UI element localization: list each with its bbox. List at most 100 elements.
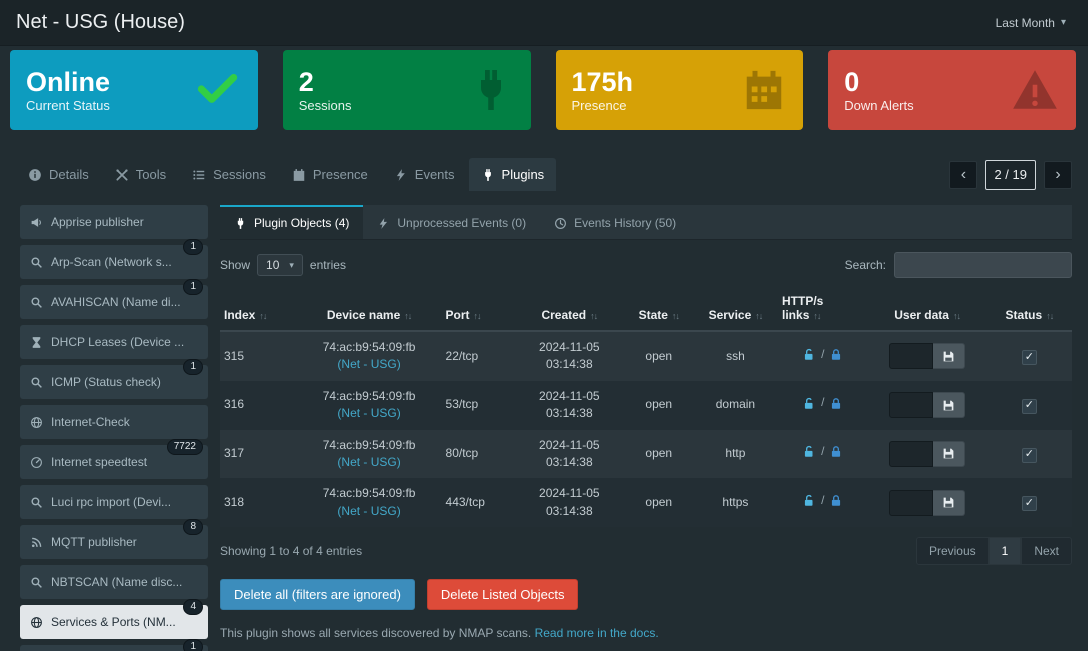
device-name: 74:ac:b9:54:09:fb [322, 340, 416, 354]
cell-status: ✓ [987, 430, 1072, 479]
unlock-icon[interactable] [802, 444, 816, 459]
device-link[interactable]: (Net - USG) [337, 406, 401, 421]
tab-tools[interactable]: Tools [103, 158, 178, 191]
page-size-select[interactable]: 10 ▾ [257, 254, 303, 276]
device-link[interactable]: (Net - USG) [337, 454, 401, 469]
tab-presence[interactable]: Presence [280, 158, 380, 191]
cell-created: 2024-11-05 03:14:38 [539, 388, 600, 421]
list-icon [192, 168, 206, 182]
card-value: 175h [571, 66, 634, 97]
col-device-name[interactable]: Device name ↑↓ [296, 288, 442, 332]
chevron-down-icon: ▾ [1060, 17, 1066, 28]
save-button[interactable] [933, 392, 966, 419]
delete-all-button[interactable]: Delete all (filters are ignored) [220, 579, 415, 611]
cell-http-links: / [778, 430, 867, 479]
cell-user-data [867, 430, 986, 479]
sidebar-item-apprise-publisher[interactable]: Apprise publisher [20, 205, 208, 239]
table-row[interactable]: 318 74:ac:b9:54:09:fb (Net - USG) 443/tc… [220, 478, 1072, 528]
col-http-links[interactable]: HTTP/s links ↑↓ [778, 288, 868, 332]
sidebar-item-arp-scan[interactable]: Arp-Scan (Network s... 1 [20, 239, 208, 279]
save-button[interactable] [933, 440, 966, 467]
sidebar-item-nslookup[interactable]: NSLOOKUP (Name di... 1 [20, 639, 208, 651]
megaphone-icon [30, 216, 43, 229]
sidebar-item-services-ports[interactable]: Services & Ports (NM... 4 [20, 599, 208, 639]
chevron-left-icon: ‹ [960, 165, 967, 183]
table-row[interactable]: 317 74:ac:b9:54:09:fb (Net - USG) 80/tcp… [220, 429, 1072, 479]
down-alerts-card: 0 Down Alerts [828, 50, 1076, 130]
user-data-input[interactable] [889, 489, 934, 516]
lock-icon[interactable] [829, 347, 843, 362]
sidebar-item-internet-check[interactable]: Internet-Check [20, 405, 208, 439]
user-data-input[interactable] [889, 440, 934, 467]
previous-page-button[interactable]: Previous [915, 537, 989, 566]
user-data-input[interactable] [889, 343, 934, 370]
tab-label: Sessions [213, 167, 266, 182]
unlock-icon[interactable] [802, 493, 816, 508]
sidebar-item-luci-rpc-import[interactable]: Luci rpc import (Devi... [20, 485, 208, 519]
cell-state: open [645, 446, 673, 461]
count-badge: 1 [183, 239, 203, 255]
sidebar-item-icmp[interactable]: ICMP (Status check) 1 [20, 359, 208, 399]
status-checkbox[interactable]: ✓ [1021, 496, 1037, 512]
search-input[interactable] [894, 252, 1072, 278]
tab-sessions[interactable]: Sessions [180, 158, 278, 191]
tab-label: Events [414, 167, 455, 182]
delete-listed-button[interactable]: Delete Listed Objects [426, 579, 579, 611]
calendar-icon [292, 168, 306, 182]
lock-icon[interactable] [829, 444, 843, 459]
tab-plugins[interactable]: Plugins [468, 158, 557, 191]
page-title: Net - USG (House) [16, 11, 185, 33]
sidebar-item-nbtscan[interactable]: NBTSCAN (Name disc... [20, 565, 208, 599]
tab-events[interactable]: Events [382, 158, 467, 191]
period-selector[interactable]: Last Month ▾ [996, 16, 1072, 30]
col-state[interactable]: State ↑↓ [624, 288, 693, 332]
card-label: Down Alerts [844, 98, 914, 114]
status-checkbox[interactable]: ✓ [1021, 447, 1037, 463]
plugin-tab-bar: Plugin Objects (4) Unprocessed Events (0… [220, 205, 1072, 240]
device-link[interactable]: (Net - USG) [337, 503, 401, 518]
card-label: Presence [571, 98, 627, 114]
sidebar-item-internet-speedtest[interactable]: Internet speedtest 7722 [20, 439, 208, 479]
next-page-button[interactable]: Next [1021, 537, 1072, 566]
sidebar-item-dhcp-leases[interactable]: DHCP Leases (Device ... [20, 325, 208, 359]
tab-events-history[interactable]: Events History (50) [540, 205, 690, 239]
status-checkbox[interactable]: ✓ [1021, 350, 1037, 366]
user-data-input[interactable] [889, 392, 934, 419]
next-device-button[interactable]: › [1044, 160, 1072, 189]
table-row[interactable]: 315 74:ac:b9:54:09:fb (Net - USG) 22/tcp… [220, 331, 1072, 381]
col-index[interactable]: Index ↑↓ [220, 288, 297, 332]
lock-icon[interactable] [829, 493, 843, 508]
col-service[interactable]: Service ↑↓ [692, 288, 779, 332]
sidebar-item-label: AVAHISCAN (Name di... [51, 295, 181, 309]
cell-index: 315 [224, 348, 245, 363]
sort-icon: ↑↓ [755, 311, 763, 321]
tab-label: Events History (50) [574, 216, 677, 230]
col-user-data[interactable]: User data ↑↓ [867, 288, 987, 332]
unlock-icon[interactable] [802, 396, 816, 411]
save-button[interactable] [933, 489, 966, 516]
docs-link[interactable]: Read more in the docs. [534, 626, 659, 641]
device-link[interactable]: (Net - USG) [337, 357, 401, 372]
prev-device-button[interactable]: ‹ [949, 160, 978, 189]
sidebar-item-mqtt-publisher[interactable]: MQTT publisher 8 [20, 519, 208, 559]
card-label: Sessions [298, 98, 352, 114]
tab-plugin-objects[interactable]: Plugin Objects (4) [220, 205, 364, 239]
col-status[interactable]: Status ↑↓ [986, 288, 1072, 332]
cell-device-name: 74:ac:b9:54:09:fb (Net - USG) [297, 430, 442, 479]
page-number-button[interactable]: 1 [988, 537, 1022, 566]
unlock-icon[interactable] [802, 347, 816, 362]
tab-unprocessed-events[interactable]: Unprocessed Events (0) [363, 205, 540, 239]
col-port[interactable]: Port ↑↓ [441, 288, 514, 332]
search-label: Search: [844, 258, 886, 272]
sidebar-item-avahiscan[interactable]: AVAHISCAN (Name di... 1 [20, 279, 208, 319]
count-badge: 1 [183, 639, 203, 651]
status-checkbox[interactable]: ✓ [1021, 398, 1037, 414]
search-icon [30, 496, 43, 509]
save-button[interactable] [933, 343, 966, 370]
lock-icon[interactable] [829, 396, 843, 411]
tab-details[interactable]: Details [16, 158, 101, 191]
table-row[interactable]: 316 74:ac:b9:54:09:fb (Net - USG) 53/tcp… [220, 380, 1072, 430]
col-created[interactable]: Created ↑↓ [513, 288, 625, 332]
cell-service: http [725, 446, 746, 461]
sidebar-item-label: Internet-Check [51, 415, 130, 429]
